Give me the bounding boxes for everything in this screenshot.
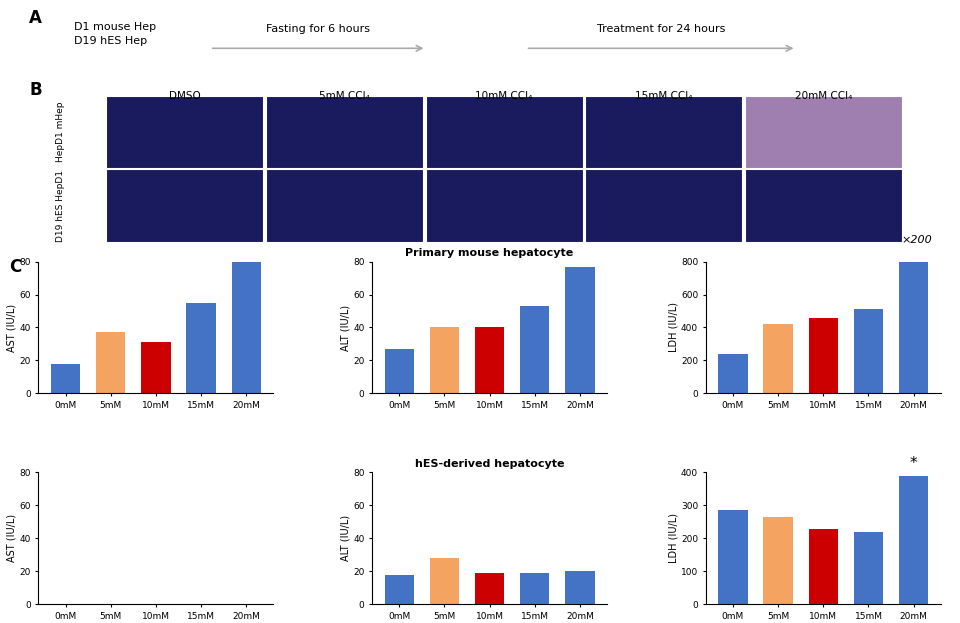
Title: Primary mouse hepatocyte: Primary mouse hepatocyte: [405, 248, 574, 258]
Bar: [266, 169, 422, 242]
Bar: [425, 169, 583, 242]
Bar: [808, 528, 838, 604]
Text: HepD1 mHep: HepD1 mHep: [57, 102, 65, 162]
Bar: [385, 574, 414, 604]
Y-axis label: ALT (IU/L): ALT (IU/L): [340, 305, 350, 351]
Bar: [565, 571, 594, 604]
Bar: [745, 169, 902, 242]
Bar: [853, 532, 883, 604]
Bar: [106, 95, 263, 168]
Bar: [853, 310, 883, 393]
Text: ×200: ×200: [901, 235, 932, 245]
Bar: [51, 364, 81, 393]
Title: hES-derived hepatocyte: hES-derived hepatocyte: [415, 459, 564, 469]
Bar: [475, 573, 504, 604]
Bar: [763, 324, 793, 393]
Bar: [385, 349, 414, 393]
Bar: [745, 95, 902, 168]
Text: B: B: [30, 82, 42, 100]
Y-axis label: ALT (IU/L): ALT (IU/L): [340, 515, 350, 561]
Bar: [763, 517, 793, 604]
Bar: [586, 169, 742, 242]
Text: 5mM CCl₄: 5mM CCl₄: [319, 91, 370, 101]
Text: C: C: [10, 259, 22, 277]
Bar: [430, 328, 459, 393]
Bar: [430, 558, 459, 604]
Bar: [718, 510, 748, 604]
Bar: [899, 476, 928, 604]
Text: 20mM CCl₄: 20mM CCl₄: [795, 91, 852, 101]
Bar: [565, 267, 594, 393]
Bar: [141, 342, 171, 393]
Bar: [586, 95, 742, 168]
Text: Treatment for 24 hours: Treatment for 24 hours: [597, 24, 725, 34]
Text: A: A: [30, 9, 42, 27]
Bar: [808, 318, 838, 393]
Bar: [899, 262, 928, 393]
Text: 10mM CCl₄: 10mM CCl₄: [475, 91, 533, 101]
Text: DMSO: DMSO: [169, 91, 201, 101]
Text: *: *: [910, 455, 918, 470]
Y-axis label: AST (IU/L): AST (IU/L): [7, 303, 16, 351]
Bar: [475, 328, 504, 393]
Text: Fasting for 6 hours: Fasting for 6 hours: [266, 24, 371, 34]
Bar: [96, 333, 126, 393]
Bar: [520, 306, 549, 393]
Text: D1 mouse Hep
D19 hES Hep: D1 mouse Hep D19 hES Hep: [75, 22, 156, 45]
Bar: [425, 95, 583, 168]
Bar: [231, 262, 261, 393]
Text: 15mM CCl₄: 15mM CCl₄: [635, 91, 692, 101]
Bar: [106, 169, 263, 242]
Bar: [718, 354, 748, 393]
Y-axis label: LDH (IU/L): LDH (IU/L): [668, 513, 678, 563]
Bar: [266, 95, 422, 168]
Bar: [520, 573, 549, 604]
Y-axis label: LDH (IU/L): LDH (IU/L): [668, 303, 678, 353]
Bar: [186, 303, 216, 393]
Y-axis label: AST (IU/L): AST (IU/L): [7, 515, 16, 563]
Text: D19 hES HepD1: D19 hES HepD1: [57, 169, 65, 242]
